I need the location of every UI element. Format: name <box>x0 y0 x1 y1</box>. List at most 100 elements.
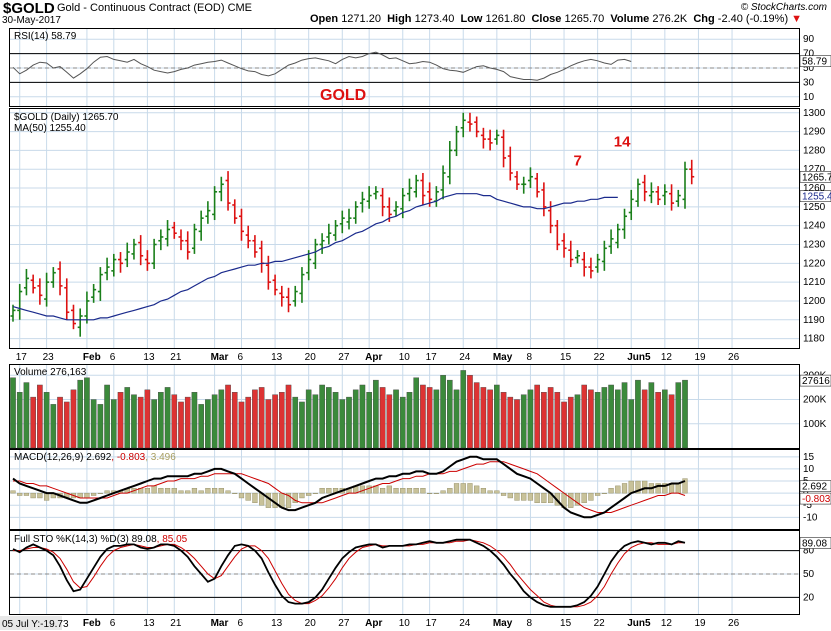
x-tick-label: 21 <box>170 352 182 363</box>
volume-bar <box>238 401 245 449</box>
macd-histogram-bar <box>568 492 574 508</box>
x-tick-label: 13 <box>143 352 155 363</box>
y-tick-label: 10 <box>803 92 815 103</box>
volume-bar <box>487 389 493 449</box>
value-box-label: 1265.7 <box>802 172 831 183</box>
x-tick-label: Feb <box>83 352 101 363</box>
x-tick-label: 13 <box>143 618 155 629</box>
x-tick-label: Feb <box>83 618 101 629</box>
x-tick-label: 17 <box>426 618 438 629</box>
volume-bar <box>43 392 50 449</box>
macd-histogram-bar <box>534 492 540 504</box>
volume-bar <box>615 389 621 449</box>
y-tick-label: 1220 <box>803 258 826 269</box>
x-tick-label: 24 <box>459 618 471 629</box>
macd-legend: MACD(12,26,9) 2.692, -0.803, 3.496 <box>14 452 176 463</box>
x-tick-label: 15 <box>560 618 572 629</box>
y-tick-label: 50 <box>803 569 815 580</box>
volume-bar <box>70 389 77 449</box>
y-tick-label: 1210 <box>803 277 826 288</box>
x-tick-label: 8 <box>526 618 532 629</box>
chart-title: GOLD <box>320 87 366 104</box>
x-tick-label: 27 <box>338 618 350 629</box>
volume-bar <box>346 396 352 449</box>
volume-bar <box>527 389 534 449</box>
macd-histogram-bar <box>285 492 292 508</box>
macd-histogram-bar <box>23 492 30 496</box>
volume-bar <box>433 389 440 449</box>
volume-bar <box>272 394 278 449</box>
value-box <box>799 374 831 387</box>
x-tick-label: 6 <box>237 618 243 629</box>
x-tick-label: 22 <box>594 618 606 629</box>
x-tick-label: 17 <box>426 352 438 363</box>
y-tick-label: 1300 <box>803 108 826 119</box>
volume-bar <box>413 377 420 449</box>
y-tick-label: 1240 <box>803 221 826 232</box>
volume-bar <box>205 399 211 449</box>
volume-bar <box>386 394 393 449</box>
macd-histogram-bar <box>682 478 688 494</box>
macd-histogram-bar <box>474 485 480 494</box>
volume-bar <box>312 394 319 449</box>
volume-bar <box>480 387 487 449</box>
macd-histogram-bar <box>400 488 406 494</box>
volume-bar <box>534 384 540 449</box>
x-tick-label: Mar <box>211 618 229 629</box>
price-annotation: 7 <box>573 152 581 169</box>
volume-bar <box>621 382 628 449</box>
macd-histogram-bar <box>238 492 245 499</box>
macd-histogram-bar <box>500 492 507 496</box>
volume-bar <box>326 387 332 449</box>
x-tick-label: 27 <box>338 352 350 363</box>
macd-histogram-bar <box>292 492 298 504</box>
macd-histogram-bar <box>406 488 413 494</box>
macd-histogram-bar <box>211 488 218 494</box>
volume-bar <box>198 404 204 449</box>
volume-bar <box>97 404 104 449</box>
volume-bar <box>682 379 688 449</box>
macd-histogram-bar <box>514 492 520 501</box>
ma50-line <box>12 193 618 321</box>
macd-histogram-bar <box>104 490 110 494</box>
price-legend: $GOLD (Daily) 1265.70 <box>14 112 119 123</box>
volume-bar <box>57 396 63 449</box>
macd-histogram-bar <box>312 492 319 494</box>
volume-bar <box>124 387 131 449</box>
macd-histogram-bar <box>662 483 668 494</box>
x-tick-label: 6 <box>110 618 116 629</box>
macd-histogram-bar <box>359 485 366 494</box>
x-tick-label: May <box>493 618 513 629</box>
volume-bar <box>63 401 70 449</box>
macd-histogram-bar <box>306 492 312 496</box>
volume-bar <box>171 394 178 449</box>
sto-legend: Full STO %K(14,3) %D(3) 89.08, 85.05 <box>14 534 188 545</box>
x-tick-label: 23 <box>43 352 55 363</box>
macd-histogram-bar <box>675 483 681 494</box>
volume-bar <box>158 392 164 449</box>
volume-panel: 100K200K300K27616 Volume 276,163 <box>9 364 831 449</box>
value-box <box>799 190 831 202</box>
macd-histogram-bar <box>191 488 198 494</box>
volume-bar <box>292 396 299 449</box>
volume-bar <box>178 401 184 449</box>
volume-bar <box>144 389 151 449</box>
x-tick-label: 22 <box>594 352 606 363</box>
y-tick-label: 80 <box>803 546 815 557</box>
volume-bar <box>641 389 648 449</box>
x-tick-label: 12 <box>661 618 673 629</box>
y-tick-label: 20 <box>803 592 815 603</box>
volume-bar <box>339 399 346 449</box>
volume-bar <box>164 387 171 449</box>
symbol: $GOLD <box>3 0 55 17</box>
cursor-readout-bg <box>0 616 62 630</box>
y-tick-label: 200K <box>803 395 827 406</box>
x-tick-label: 13 <box>271 618 283 629</box>
price-panel: 1180 1190 1200 1210 1220 1230 1240 1250 1260 1270… <box>9 87 831 349</box>
macd-histogram-bar <box>574 492 581 506</box>
volume-bar <box>379 387 386 449</box>
macd-histogram-bar <box>380 488 386 494</box>
macd-histogram-bar <box>480 488 487 494</box>
